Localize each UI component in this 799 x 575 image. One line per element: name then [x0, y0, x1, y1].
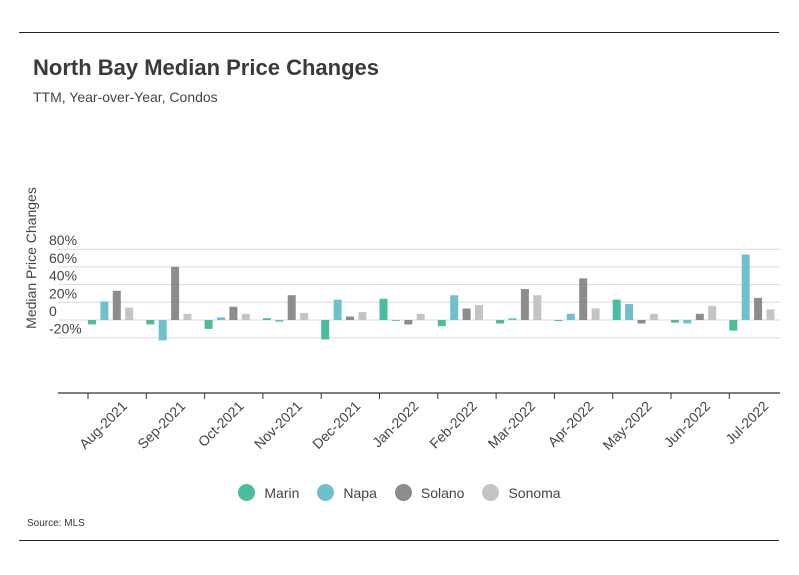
bar-marin: [146, 320, 155, 325]
x-tick-label: Nov-2021: [251, 398, 305, 452]
y-tick-label: 80%: [49, 232, 77, 248]
bar-solano: [637, 320, 646, 324]
x-tick-label: Jan-2022: [369, 398, 422, 451]
bar-napa: [158, 320, 167, 341]
x-tick-label: Aug-2021: [76, 398, 130, 452]
bar-napa: [508, 318, 517, 320]
bar-marin: [379, 298, 388, 320]
legend-swatch: [317, 484, 335, 501]
chart-title: North Bay Median Price Changes: [33, 55, 379, 80]
bar-marin: [671, 320, 679, 323]
legend-item-sonoma: Sonoma: [482, 484, 561, 501]
bar-napa: [333, 299, 342, 320]
bar-napa: [217, 317, 225, 320]
top-rule: [19, 32, 779, 33]
bar-sonoma: [766, 309, 775, 320]
bar-marin: [729, 320, 738, 331]
bar-marin: [204, 320, 213, 329]
bar-sonoma: [125, 307, 134, 320]
bar-napa: [275, 320, 284, 322]
x-tick-label: Apr-2022: [544, 398, 596, 450]
bar-solano: [695, 313, 704, 320]
y-tick-label: 40%: [49, 268, 77, 284]
legend-label: Napa: [343, 484, 377, 501]
legend-item-napa: Napa: [317, 484, 377, 501]
bar-napa: [100, 301, 109, 320]
bar-solano: [754, 297, 763, 320]
bar-solano: [462, 308, 471, 320]
x-tick-label: Jul-2022: [722, 398, 771, 447]
bar-napa: [450, 295, 459, 320]
y-axis-label: Median Price Changes: [23, 187, 39, 329]
bar-marin: [496, 320, 505, 324]
bar-solano: [404, 320, 413, 325]
bar-marin: [262, 318, 271, 320]
bar-sonoma: [241, 313, 250, 320]
legend-label: Solano: [420, 484, 465, 501]
bar-sonoma: [591, 308, 600, 320]
bar-marin: [612, 299, 621, 320]
bar-napa: [391, 320, 400, 321]
y-tick-label: 20%: [49, 285, 77, 301]
legend: Marin Napa Solano Sonoma: [0, 484, 799, 501]
bar-sonoma: [183, 313, 192, 320]
legend-item-solano: Solano: [394, 484, 465, 501]
chart-subtitle: TTM, Year-over-Year, Condos: [33, 89, 218, 105]
y-tick-label: -20%: [49, 321, 82, 337]
bar-sonoma: [475, 304, 483, 320]
bar-marin: [437, 320, 446, 327]
bar-solano: [579, 278, 588, 320]
legend-swatch: [482, 484, 500, 501]
bar-napa: [741, 254, 750, 320]
bar-sonoma: [300, 312, 309, 320]
bar-napa: [683, 320, 692, 324]
x-tick-label: Jun-2022: [661, 398, 714, 451]
legend-swatch: [394, 484, 412, 501]
bar-sonoma: [416, 313, 425, 320]
bar-sonoma: [708, 305, 717, 320]
bar-sonoma: [358, 312, 367, 320]
legend-label: Marin: [264, 484, 300, 501]
x-tick-label: Mar-2022: [485, 398, 539, 452]
bar-napa: [625, 304, 634, 320]
legend-item-marin: Marin: [238, 484, 299, 501]
bar-marin: [321, 320, 330, 340]
bar-solano: [229, 306, 238, 320]
bottom-rule: [19, 540, 779, 541]
bar-solano: [287, 295, 296, 320]
source-note: Source: MLS: [27, 518, 85, 529]
y-tick-label: 60%: [49, 250, 77, 266]
legend-swatch: [238, 484, 256, 501]
bar-solano: [171, 266, 180, 320]
y-tick-label: 0: [49, 303, 57, 319]
bar-solano: [520, 289, 529, 320]
legend-label: Sonoma: [508, 484, 561, 501]
bar-sonoma: [649, 313, 658, 320]
bar-solano: [346, 316, 354, 320]
bar-napa: [566, 313, 575, 320]
bar-marin: [88, 320, 96, 325]
x-tick-label: Feb-2022: [426, 398, 480, 452]
bar-sonoma: [533, 295, 542, 320]
x-tick-label: Sep-2021: [134, 398, 188, 452]
bar-solano: [112, 290, 121, 320]
x-tick-label: May-2022: [599, 398, 654, 453]
x-tick-label: Dec-2021: [309, 398, 363, 452]
bar-marin: [554, 320, 563, 321]
x-tick-label: Oct-2021: [195, 398, 247, 450]
